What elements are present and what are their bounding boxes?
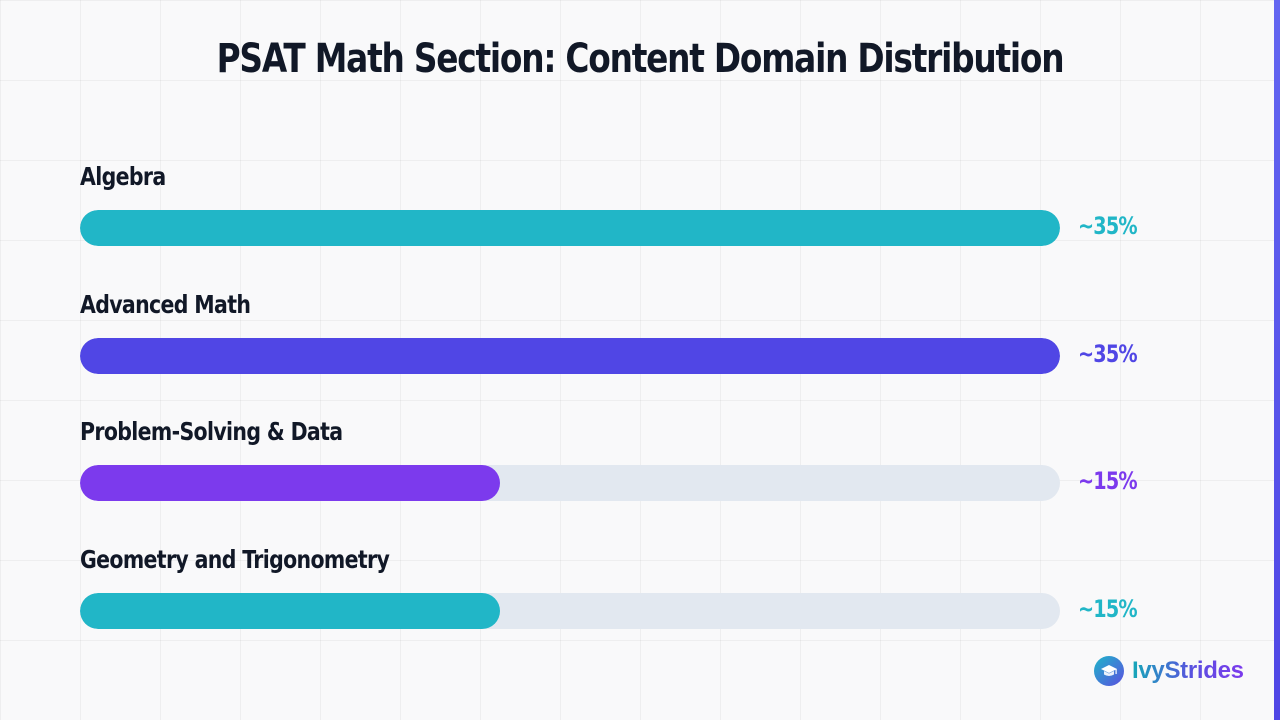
- bar-problem-solving-data: [80, 465, 500, 501]
- bar-track-problem-solving-data: [80, 465, 1060, 501]
- value-label-geometry-and-trigonometry: ~15%: [1078, 594, 1138, 623]
- category-label-problem-solving-data: Problem-Solving & Data: [80, 417, 343, 446]
- category-label-algebra: Algebra: [80, 162, 166, 191]
- value-label-algebra: ~35%: [1078, 212, 1138, 240]
- graduation-cap-icon: [1094, 656, 1124, 686]
- bar-track-geometry-and-trigonometry: [80, 592, 1060, 629]
- chart-title: PSAT Math Section: Content Domain Distri…: [216, 36, 1065, 82]
- bar-advanced-math: [80, 337, 1060, 374]
- bar-track-algebra: [80, 210, 1060, 246]
- brand-name: IvyStrides: [1132, 657, 1244, 684]
- bar-algebra: [80, 210, 1060, 246]
- bar-geometry-and-trigonometry: [80, 592, 500, 629]
- category-label-advanced-math: Advanced Math: [80, 289, 251, 319]
- value-label-advanced-math: ~35%: [1078, 339, 1138, 368]
- category-label-geometry-and-trigonometry: Geometry and Trigonometry: [80, 544, 390, 574]
- edge-accent-bar: [1274, 0, 1280, 720]
- brand-logo: IvyStrides: [1094, 656, 1244, 686]
- bar-track-advanced-math: [80, 337, 1060, 374]
- value-label-problem-solving-data: ~15%: [1078, 467, 1138, 495]
